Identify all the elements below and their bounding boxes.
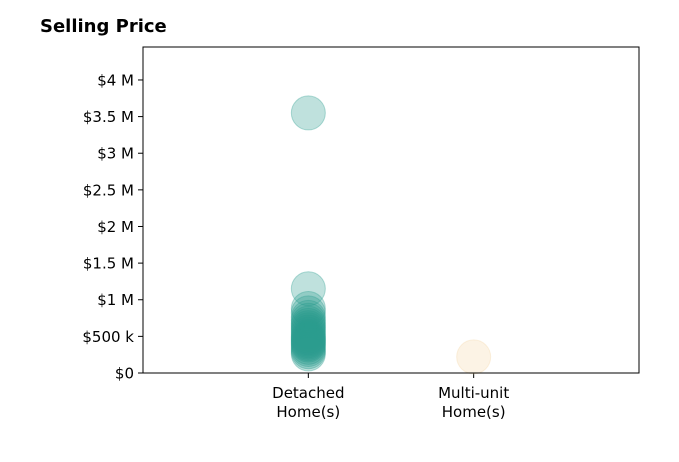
- y-tick-label: $2.5 M: [83, 181, 134, 199]
- data-point: [290, 327, 326, 363]
- data-point: [290, 291, 326, 327]
- data-point: [290, 336, 326, 372]
- y-tick-label: $1.5 M: [83, 255, 134, 273]
- chart-title: Selling Price: [40, 16, 167, 37]
- y-tick-label: $1 M: [97, 291, 134, 309]
- data-point: [290, 305, 326, 341]
- y-tick-label: $500 k: [82, 328, 134, 346]
- y-axis: $0 $500 k $1 M $1.5 M $2 M $2.5 M $3 M $3.5 M $4…: [82, 71, 143, 383]
- data-point: [290, 323, 326, 359]
- y-tick-label: $3 M: [97, 145, 134, 163]
- data-point: [290, 310, 326, 346]
- plot-frame: [142, 46, 640, 374]
- data-point: [290, 299, 326, 335]
- data-point: [290, 321, 326, 357]
- data-points: [290, 95, 492, 375]
- x-tick-label: Multi-unit: [438, 384, 509, 402]
- data-point: [290, 320, 326, 356]
- data-point: [290, 316, 326, 352]
- data-point: [290, 326, 326, 362]
- data-point: [290, 334, 326, 370]
- data-point: [290, 295, 326, 331]
- y-tick-label: $0: [115, 365, 134, 383]
- data-point: [456, 339, 492, 375]
- x-tick-label: Home(s): [276, 403, 340, 421]
- data-point: [290, 307, 326, 343]
- data-point: [290, 271, 326, 307]
- data-point: [290, 318, 326, 354]
- data-point: [290, 312, 326, 348]
- y-tick-label: $4 M: [97, 71, 134, 89]
- y-tick-label: $3.5 M: [83, 108, 134, 126]
- data-point: [290, 314, 326, 350]
- y-tick-label: $2 M: [97, 218, 134, 236]
- x-tick-label: Home(s): [442, 403, 506, 421]
- data-point: [290, 95, 326, 131]
- data-point: [290, 302, 326, 338]
- data-point: [290, 324, 326, 360]
- data-point: [290, 329, 326, 365]
- data-point: [290, 332, 326, 368]
- x-tick-label: Detached: [272, 384, 344, 402]
